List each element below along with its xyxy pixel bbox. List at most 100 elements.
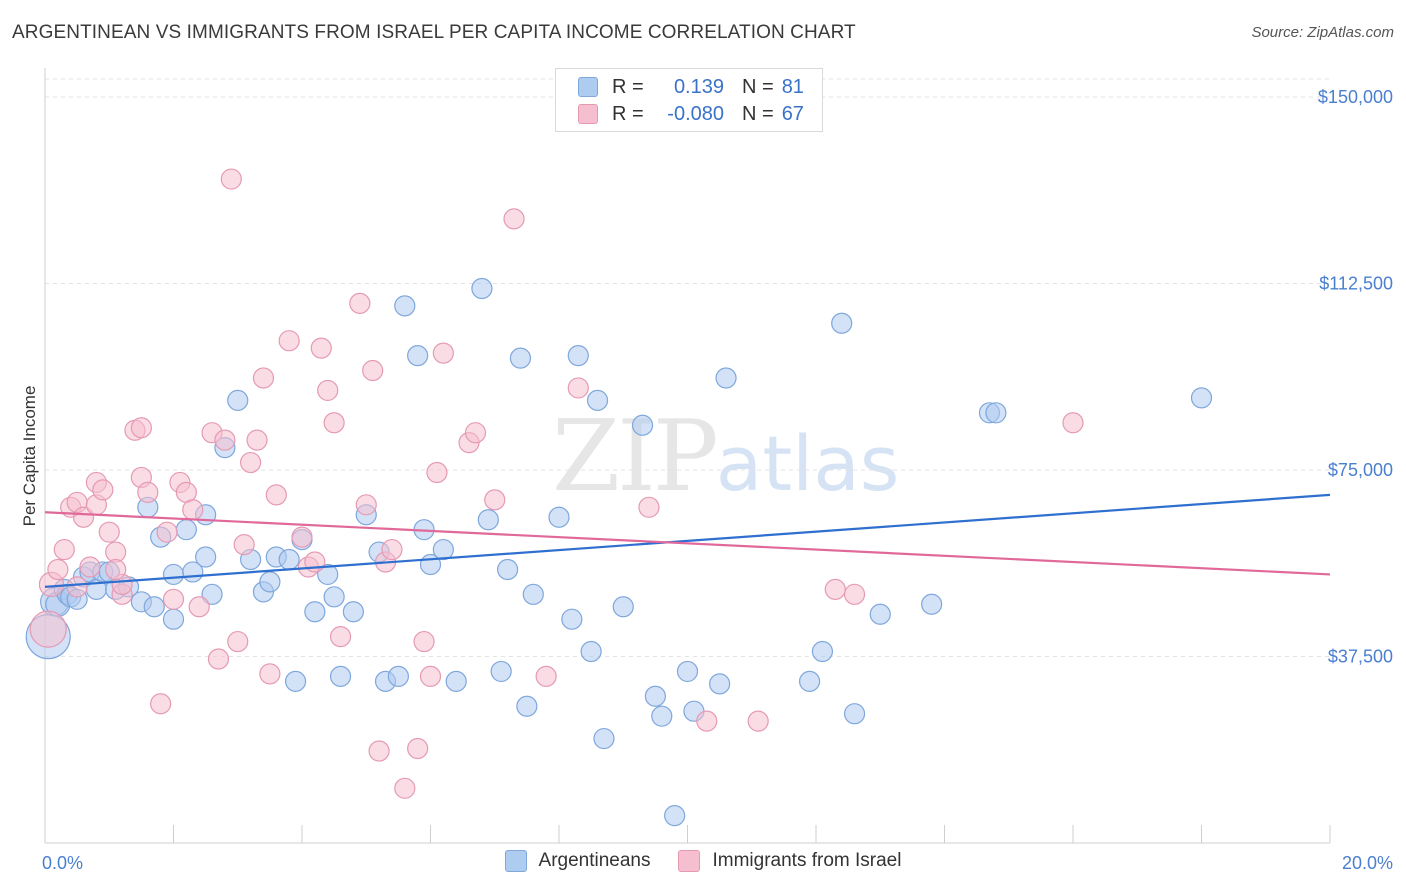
israel-point <box>1062 412 1084 434</box>
israel-point <box>638 496 660 518</box>
israel-point <box>824 578 846 600</box>
argentineans-point <box>1190 387 1213 409</box>
legend-n-label: N = <box>742 75 774 98</box>
argentineans-point <box>342 601 364 623</box>
argentineans-point <box>664 805 686 827</box>
legend-row-argentineans: R = 0.139 N = 81 <box>578 74 804 100</box>
legend-r-value: -0.080 <box>667 102 724 125</box>
israel-point <box>484 489 506 511</box>
argentineans-point <box>284 670 307 692</box>
y-tick-label: $37,500 <box>1328 647 1393 667</box>
israel-point <box>66 576 88 598</box>
israel-point <box>29 610 67 648</box>
argentineans-point <box>143 596 165 618</box>
israel-point <box>47 558 69 581</box>
israel-point <box>227 630 249 653</box>
argentineans-point <box>567 345 589 367</box>
israel-point <box>156 521 178 543</box>
israel-point <box>130 417 152 439</box>
argentineans-point <box>516 695 538 717</box>
legend-n-value: 81 <box>781 75 804 98</box>
israel-point <box>220 168 242 190</box>
argentineans-point <box>497 558 519 581</box>
israel-point <box>426 461 448 484</box>
argentineans-point <box>195 546 217 568</box>
israel-point <box>310 337 332 359</box>
israel-point <box>182 499 204 521</box>
argentineans-point <box>387 665 409 687</box>
watermark-atlas: atlas <box>715 419 900 508</box>
legend-swatch-israel <box>578 104 598 124</box>
argentineans-point <box>709 673 731 695</box>
legend-n-value: 67 <box>781 102 804 125</box>
argentineans-trend-line <box>44 493 1331 588</box>
israel-point <box>188 596 210 618</box>
israel-point <box>98 521 120 543</box>
israel-point <box>329 626 352 648</box>
israel-point <box>233 533 255 556</box>
argentineans-point <box>831 312 853 334</box>
argentineans-point <box>477 509 499 531</box>
series-legend-label: Immigrants from Israel <box>712 850 902 871</box>
y-tick-label: $75,000 <box>1328 460 1393 480</box>
series-legend-swatch <box>504 850 527 872</box>
argentineans-point <box>509 347 532 369</box>
israel-point <box>214 429 236 451</box>
argentineans-point <box>644 685 666 707</box>
israel-point <box>92 479 114 501</box>
israel-point <box>747 710 769 732</box>
argentineans-point <box>631 414 654 436</box>
argentineans-point <box>921 593 943 615</box>
argentineans-point <box>548 506 570 528</box>
argentineans-point <box>304 601 326 623</box>
israel-point <box>349 292 371 314</box>
israel-point <box>53 538 75 561</box>
legend-r-value: 0.139 <box>673 75 724 98</box>
legend-row-israel: R = -0.080 N = 67 <box>578 101 804 127</box>
argentineans-point <box>593 727 615 750</box>
y-tick-label: $150,000 <box>1318 87 1393 107</box>
argentineans-point <box>175 519 197 541</box>
israel-point <box>137 481 159 503</box>
y-axis-label: Per Capita Income <box>20 386 39 527</box>
legend-n-label: N = <box>742 102 774 125</box>
israel-point <box>432 342 454 364</box>
argentineans-point <box>985 402 1007 424</box>
israel-point <box>291 526 313 548</box>
argentineans-point <box>445 670 467 692</box>
argentineans-point <box>407 345 429 367</box>
israel-point <box>259 663 281 685</box>
x-tick-label: 20.0% <box>1342 853 1393 873</box>
argentineans-point <box>329 665 352 687</box>
israel-point <box>843 583 866 605</box>
argentineans-point <box>471 277 493 300</box>
argentineans-point <box>811 640 834 663</box>
series-legend-item-argentineans[interactable]: Argentineans <box>504 850 651 872</box>
legend-r-label: R = <box>612 75 644 98</box>
israel-point <box>265 484 287 506</box>
israel-point <box>381 538 403 561</box>
argentineans-point <box>394 295 416 317</box>
israel-point <box>278 330 300 352</box>
series-legend-item-israel[interactable]: Immigrants from Israel <box>678 850 901 872</box>
israel-point <box>72 506 95 528</box>
argentineans-point <box>843 703 866 725</box>
israel-trend-line <box>44 511 1331 576</box>
israel-point <box>252 367 275 389</box>
argentineans-point <box>676 660 699 683</box>
argentineans-point <box>715 367 737 389</box>
argentineans-point <box>586 389 609 411</box>
israel-point <box>323 412 345 434</box>
argentineans-point <box>162 563 185 586</box>
argentineans-point <box>490 660 512 683</box>
legend-r-label: R = <box>612 102 644 125</box>
series-legend-label: Argentineans <box>538 850 651 871</box>
series-legend: Argentineans Immigrants from Israel <box>0 850 1406 872</box>
series-legend-swatch <box>678 850 701 872</box>
argentineans-point <box>522 583 544 605</box>
israel-point <box>162 588 185 610</box>
israel-point <box>503 208 525 230</box>
israel-point <box>567 377 589 399</box>
israel-point <box>246 429 268 451</box>
